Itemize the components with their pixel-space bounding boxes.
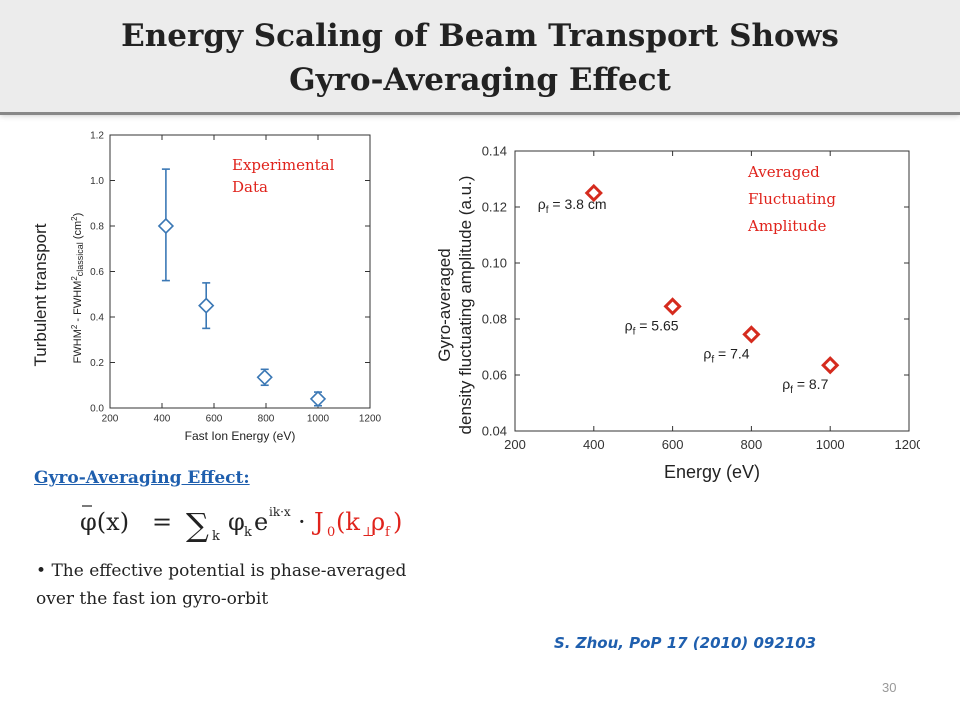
data-point — [821, 356, 840, 375]
data-point — [584, 183, 603, 203]
citation: S. Zhou, PoP 17 (2010) 092103 — [554, 634, 817, 652]
data-point — [256, 369, 273, 386]
x-tick-label: 400 — [583, 437, 605, 452]
experimental-transport-chart: Turbulent transport FWHM2 - FWHM2classic… — [31, 131, 382, 444]
data-point-label: ρf = 3.8 cm — [538, 196, 607, 216]
y-tick-label: 0.08 — [482, 312, 507, 327]
page-number: 30 — [882, 680, 897, 695]
chart-left-annotation: Experimental Data — [232, 156, 335, 196]
equation-sum: ∑ — [186, 506, 209, 544]
slide-title-line-1: Energy Scaling of Beam Transport Shows — [121, 18, 839, 54]
data-point — [157, 217, 175, 235]
y-tick-label: 0.4 — [90, 313, 104, 324]
chart-right-ylabel-line1: Gyro-averaged — [435, 248, 454, 361]
data-point — [309, 390, 327, 408]
gyro-averaging-equation: φ(x) = ∑ k φ k e ik·x · J 0 (k ⊥ ρ f ) — [80, 505, 402, 544]
chart-left-outer-ylabel: Turbulent transport — [31, 223, 50, 366]
x-axis-label: Fast Ion Energy (eV) — [185, 429, 296, 443]
y-tick-label: 0.2 — [90, 358, 104, 369]
slide-title-line-2: Gyro-Averaging Effect — [289, 62, 671, 98]
x-tick-label: 600 — [206, 414, 223, 425]
section-heading: Gyro-Averaging Effect: — [34, 468, 250, 488]
gyro-averaged-amplitude-chart: Gyro-averaged density fluctuating amplit… — [435, 144, 920, 482]
equation-equals: = — [152, 508, 172, 536]
y-tick-label: 0.14 — [482, 144, 507, 159]
equation-arg-open: (k — [336, 508, 360, 536]
equation-bessel-subscript: 0 — [327, 525, 335, 540]
y-tick-label: 0.10 — [482, 256, 507, 271]
data-point — [663, 297, 682, 316]
x-tick-label: 200 — [102, 414, 119, 425]
data-point — [198, 297, 215, 314]
title-divider — [0, 112, 960, 115]
y-tick-label: 0.12 — [482, 200, 507, 215]
x-tick-label: 400 — [154, 414, 171, 425]
y-tick-label: 0.8 — [90, 222, 104, 233]
equation-perp-subscript: ⊥ — [362, 525, 374, 540]
x-tick-label: 800 — [741, 437, 763, 452]
data-point-label: ρf = 8.7 — [782, 376, 828, 396]
y-tick-label: 0.04 — [482, 424, 507, 439]
equation-phi: φ — [228, 508, 245, 536]
bullet-marker: • — [36, 561, 52, 581]
y-tick-label: 1.0 — [90, 176, 104, 187]
plot-frame — [109, 134, 371, 409]
bullet-point: • The effective potential is phase-avera… — [36, 557, 436, 613]
data-point-label: ρf = 7.4 — [703, 345, 749, 365]
y-tick-label: 0.6 — [90, 267, 104, 278]
x-tick-label: 600 — [662, 437, 684, 452]
equation-sum-subscript: k — [212, 529, 220, 544]
equation-rho: ρ — [371, 508, 385, 536]
equation-lhs: φ(x) — [80, 508, 129, 536]
chart-right-ylabel-line2: density fluctuating amplitude (a.u.) — [456, 176, 475, 435]
equation-bessel: J — [311, 508, 324, 536]
title-bar: Energy Scaling of Beam Transport Shows G… — [0, 0, 960, 112]
equation-phi-subscript: k — [244, 525, 252, 540]
x-tick-label: 1000 — [816, 437, 845, 452]
data-point — [742, 325, 761, 344]
x-tick-label: 800 — [258, 414, 275, 425]
equation-dot: · — [298, 508, 306, 536]
y-tick-label: 0.0 — [90, 404, 104, 415]
equation-exp-base: e — [254, 508, 268, 536]
y-tick-label: 0.06 — [482, 368, 507, 383]
x-axis-label: Energy (eV) — [664, 462, 760, 482]
chart-right-annotation: Averaged Fluctuating Amplitude — [747, 163, 836, 235]
data-point-label: ρf = 5.65 — [625, 317, 679, 337]
x-tick-label: 1200 — [895, 437, 920, 452]
bullet-text: The effective potential is phase-average… — [36, 561, 407, 609]
plot-frame — [514, 150, 910, 432]
x-tick-label: 200 — [504, 437, 526, 452]
equation-rho-subscript: f — [385, 525, 391, 540]
x-tick-label: 1000 — [307, 414, 330, 425]
y-tick-label: 1.2 — [90, 131, 104, 142]
equation-arg-close: ) — [393, 508, 402, 536]
chart-left-ylabel: FWHM2 - FWHM2classical (cm2) — [70, 213, 85, 364]
equation-exponent: ik·x — [269, 505, 291, 519]
x-tick-label: 1200 — [359, 414, 382, 425]
